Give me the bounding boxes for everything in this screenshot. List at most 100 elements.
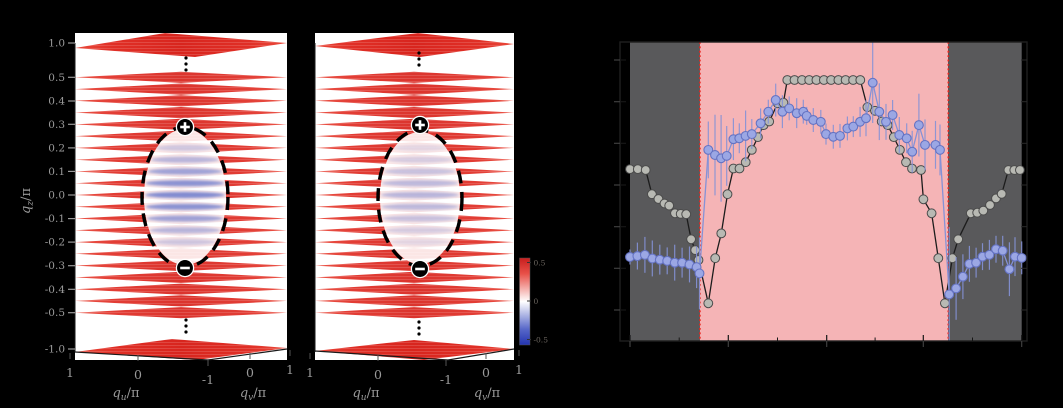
- panel-a-zaxis-label: qz/π: [19, 188, 36, 214]
- axis-break-dot: [184, 56, 188, 60]
- region-gray: [630, 42, 700, 341]
- panelA-xtick-label: -1: [202, 372, 214, 387]
- floor-edge: [314, 348, 515, 361]
- plus-node-marker: [175, 117, 195, 137]
- panelB-xtick-label: 1: [515, 362, 523, 377]
- axis-break-dot: [417, 332, 421, 336]
- gray-series-point: [632, 164, 643, 175]
- colorbar-tick-label: 0.5: [534, 259, 546, 268]
- panel-a-ztick-label: -0.3: [45, 260, 65, 272]
- axis-break-dot: [417, 320, 421, 324]
- gray-series-point: [681, 209, 692, 220]
- minus-node-marker: [175, 258, 195, 278]
- minus-node-marker: [410, 259, 430, 279]
- panel-a-ztick-label: 0.0: [48, 190, 65, 202]
- blue-stripe: [147, 215, 223, 222]
- blue-series-point: [703, 144, 714, 155]
- gray-series-point: [947, 253, 958, 264]
- blue-series-point: [746, 129, 757, 140]
- blue-series-point: [763, 106, 774, 117]
- axis-break-dot: [184, 68, 188, 72]
- panelA-xtick-label: 1: [66, 365, 74, 380]
- blue-series-point: [935, 144, 945, 155]
- blue-stripe: [382, 215, 458, 222]
- blue-series-point: [920, 139, 930, 150]
- blue-stripe: [387, 156, 453, 163]
- blue-series-point: [874, 106, 885, 117]
- blue-stripe: [384, 168, 456, 175]
- blue-stripe: [149, 227, 221, 234]
- blue-series-point: [957, 271, 968, 282]
- panel-c-line-chart: [614, 41, 1028, 347]
- axis-break-dot: [417, 63, 421, 67]
- gray-series-point: [953, 234, 964, 245]
- gray-series-point: [664, 200, 675, 211]
- blue-stripe: [381, 191, 459, 199]
- blue-series-point: [815, 116, 826, 127]
- panel-a-ztick-label: 0.2: [48, 142, 65, 154]
- gray-series-point: [686, 234, 696, 245]
- panel-a-ztick-label: -0.5: [45, 307, 65, 319]
- panel-a-ztick-label: -0.2: [45, 237, 65, 249]
- gray-series-point: [1015, 165, 1025, 175]
- panelB-xtick-label: 1: [306, 365, 314, 380]
- blue-series-point: [997, 245, 1008, 256]
- panel-b-xaxis-u-label: qu/π: [352, 386, 380, 403]
- blue-stripe: [390, 239, 450, 246]
- blue-series-point: [867, 77, 878, 88]
- blue-series-point: [887, 110, 898, 120]
- gray-series-point: [918, 194, 929, 205]
- panel-a-ztick-label: -0.4: [45, 284, 66, 296]
- plus-node-marker: [410, 115, 430, 135]
- blue-stripe: [393, 144, 447, 151]
- panel-a-xaxis-u-label: qu/π: [112, 386, 140, 403]
- gray-series-point: [855, 75, 866, 85]
- gray-series-point: [895, 145, 905, 155]
- panel-a-ztick-label: -0.1: [45, 213, 65, 225]
- panelB-xtick-label: 0: [482, 365, 490, 380]
- panelA-xtick-label: 0: [246, 365, 254, 380]
- region-pink: [699, 42, 949, 341]
- panel-a-xaxis-v-label: qv/π: [240, 386, 267, 403]
- series-layer: [625, 42, 1027, 341]
- panelA-xtick-label: 1: [286, 362, 294, 377]
- gray-series-point: [926, 208, 937, 219]
- gray-series-point: [985, 200, 995, 210]
- gray-series-point: [933, 253, 944, 264]
- gray-series-point: [640, 165, 651, 175]
- blue-stripe: [385, 227, 455, 234]
- blue-series-point: [971, 257, 982, 268]
- blue-series-point: [694, 268, 705, 279]
- blue-series-point: [784, 103, 795, 114]
- colorbar-tick-label: -0.5: [534, 336, 549, 345]
- blue-stripe: [381, 180, 459, 187]
- axis-break-dot: [417, 326, 421, 330]
- blue-stripe: [145, 191, 225, 199]
- panelA-xtick-label: 0: [134, 367, 142, 382]
- gray-series-point: [978, 205, 989, 216]
- panel-a-ztick-label: 0.4: [48, 96, 65, 108]
- panel-a-ztick-label: 1.0: [48, 38, 65, 50]
- blue-series-point: [835, 130, 845, 141]
- blue-series-point: [770, 95, 781, 105]
- blue-series-point: [861, 113, 871, 124]
- panel-a-ztick-label: 0.5: [48, 72, 65, 84]
- blue-series-point: [755, 118, 766, 129]
- axis-break-dot: [184, 62, 188, 66]
- panel-a-3d-plot: 1.0 0.5 0.4 0.3 0.2 0.1 0.0 -0.1 -0.2 -0.3 -0.4 -0.…: [45, 33, 294, 387]
- blue-series-point: [1004, 264, 1015, 275]
- region-gray: [948, 42, 1022, 341]
- gray-series-point: [996, 189, 1007, 199]
- axis-break-dot: [417, 57, 421, 61]
- blue-series-point: [721, 150, 732, 161]
- blue-stripe: [145, 180, 225, 187]
- blue-series-point: [907, 146, 918, 157]
- blue-stripe: [147, 168, 223, 175]
- panelB-xtick-label: -1: [440, 372, 452, 387]
- panel-a-ztick-label: -1.0: [45, 344, 65, 356]
- panel-b-xaxis-v-label: qv/π: [474, 386, 501, 403]
- panel-b-3d-plot: 1 0 -1 0 1: [306, 33, 523, 387]
- gray-series-point: [690, 245, 701, 256]
- gray-series-point: [716, 228, 727, 239]
